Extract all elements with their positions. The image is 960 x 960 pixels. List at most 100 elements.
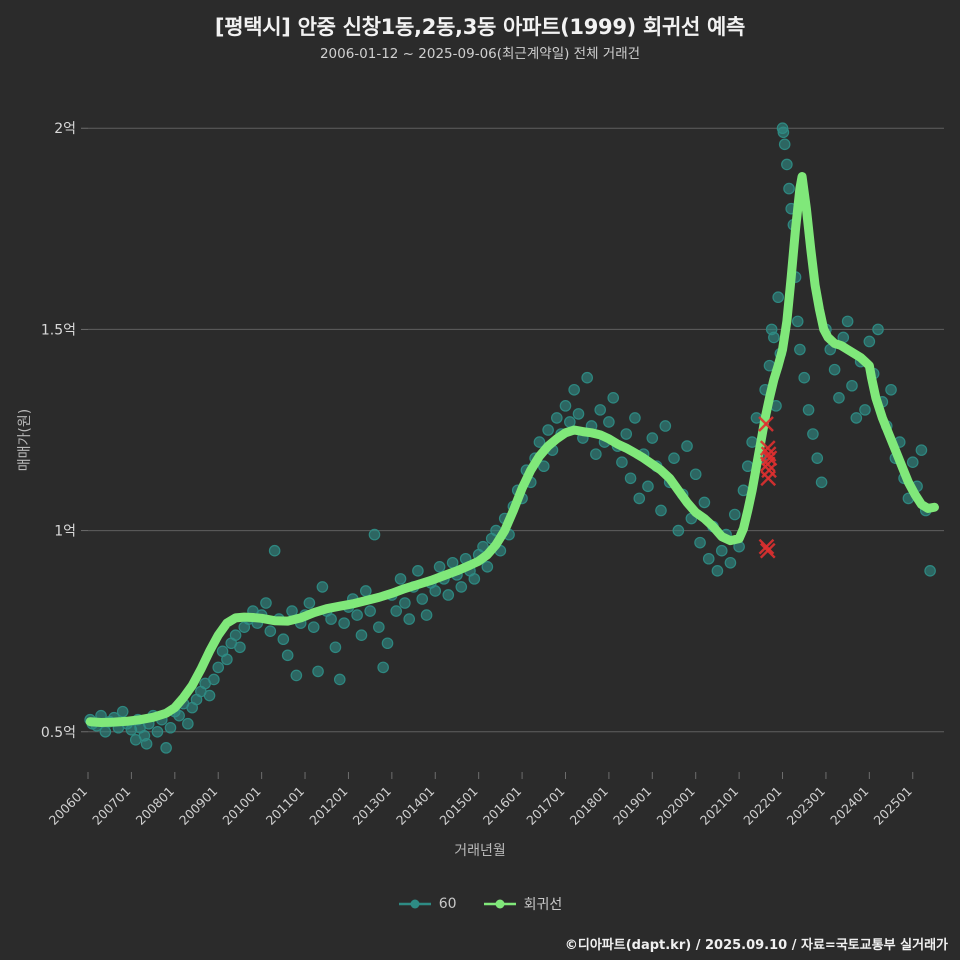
scatter-point	[164, 721, 177, 734]
scatter-point	[603, 416, 615, 428]
scatter-point	[368, 528, 381, 541]
scatter-point	[694, 536, 706, 549]
scatter-point	[399, 597, 411, 609]
scatter-point	[620, 428, 633, 440]
scatter-point	[160, 742, 172, 754]
chart-legend: 60 회귀선	[0, 894, 960, 914]
scatter-point	[633, 492, 646, 505]
scatter-point	[559, 400, 572, 412]
scatter-point	[360, 585, 372, 597]
scatter-point	[668, 452, 680, 464]
y-tick-label: 2억	[54, 121, 76, 137]
scatter-point	[906, 456, 919, 468]
scatter-point	[924, 565, 936, 577]
scatter-point	[715, 544, 728, 557]
scatter-point	[290, 669, 303, 682]
x-tick-label: 201801	[567, 784, 611, 828]
scatter-point	[381, 637, 394, 650]
scatter-point	[455, 581, 468, 593]
x-tick-label: 201001	[219, 784, 263, 828]
scatter-point	[646, 432, 659, 444]
scatter-point	[212, 661, 225, 674]
scatter-point	[791, 315, 804, 328]
x-axis-ticks: 200601 200701 200801 200901 201001 201101 2012…	[46, 772, 915, 828]
legend-marker-regression-icon	[483, 899, 516, 909]
scatter-point	[390, 605, 402, 617]
scatter-point	[915, 444, 928, 456]
x-tick-label: 202401	[827, 784, 871, 828]
scatter-point	[468, 573, 481, 585]
scatter-point	[850, 412, 863, 424]
scatter-point	[702, 552, 715, 565]
scatter-point	[307, 621, 320, 633]
scatter-point	[325, 613, 337, 625]
cancelled-trade-marker-icon	[759, 456, 776, 473]
x-tick-label: 202001	[653, 784, 697, 828]
scatter-point	[772, 291, 784, 304]
scatter-point	[777, 126, 790, 139]
x-tick-label: 200601	[46, 784, 90, 828]
cancelled-trade-marker-icon	[758, 416, 774, 432]
scatter-point	[99, 725, 112, 738]
x-tick-label: 201301	[350, 784, 394, 828]
regression-line-series	[85, 172, 939, 728]
legend-item-regression[interactable]: 회귀선	[483, 894, 562, 914]
cancelled-trade-marker-icon	[759, 542, 776, 559]
scatter-point	[182, 717, 194, 730]
cancelled-trade-marker-icon	[760, 470, 777, 487]
scatter-point	[338, 617, 350, 629]
scatter-point	[260, 597, 272, 609]
scatter-point	[208, 673, 220, 686]
scatter-point	[616, 456, 628, 468]
y-tick-label: 0.5억	[41, 725, 76, 741]
x-tick-label: 200901	[176, 784, 220, 828]
x-tick-label: 201701	[523, 784, 567, 828]
scatter-point	[116, 705, 129, 718]
scatter-point	[724, 556, 737, 569]
scatter-point	[420, 609, 433, 621]
scatter-point	[551, 412, 563, 424]
scatter-point	[312, 665, 324, 678]
cancelled-trade-marker-icon	[758, 538, 775, 555]
x-tick-label: 202201	[740, 784, 784, 828]
scatter-point	[681, 440, 693, 452]
scatter-point	[481, 560, 494, 573]
scatter-point	[689, 468, 702, 481]
scatter-point	[442, 589, 455, 601]
scatter-point	[234, 641, 246, 654]
scatter-point	[728, 508, 741, 521]
x-tick-label: 202101	[697, 784, 741, 828]
scatter-point	[798, 371, 811, 384]
scatter-point	[433, 560, 446, 573]
scatter-point	[581, 371, 593, 384]
scatter-point	[568, 383, 580, 396]
scatter-point	[203, 689, 216, 702]
scatter-point	[642, 480, 654, 493]
x-tick-label: 201401	[393, 784, 437, 828]
scatter-point	[268, 544, 281, 557]
scatter-point	[590, 448, 602, 460]
scatter-point	[815, 476, 828, 489]
regression-line	[85, 172, 939, 728]
scatter-point	[394, 573, 407, 585]
scatter-point	[607, 392, 620, 404]
scatter-point	[377, 661, 389, 674]
x-tick-label: 202501	[871, 784, 915, 828]
scatter-point	[329, 641, 342, 654]
x-tick-label: 200801	[133, 784, 177, 828]
x-tick-label: 201601	[480, 784, 524, 828]
scatter-point	[355, 629, 368, 641]
scatter-point	[316, 581, 329, 593]
legend-item-60[interactable]: 60	[398, 896, 457, 912]
scatter-point	[412, 565, 424, 577]
scatter-point	[416, 593, 429, 605]
scatter-point	[833, 392, 845, 404]
scatter-point	[872, 323, 884, 336]
y-axis-ticks: 0.5억 1억 1.5억 2억	[41, 121, 76, 741]
y-tick-label: 1.5억	[41, 322, 76, 338]
x-axis-label: 거래년월	[454, 843, 506, 859]
scatter-point	[659, 420, 672, 432]
scatter-point	[303, 597, 316, 609]
scatter-point	[655, 504, 667, 517]
